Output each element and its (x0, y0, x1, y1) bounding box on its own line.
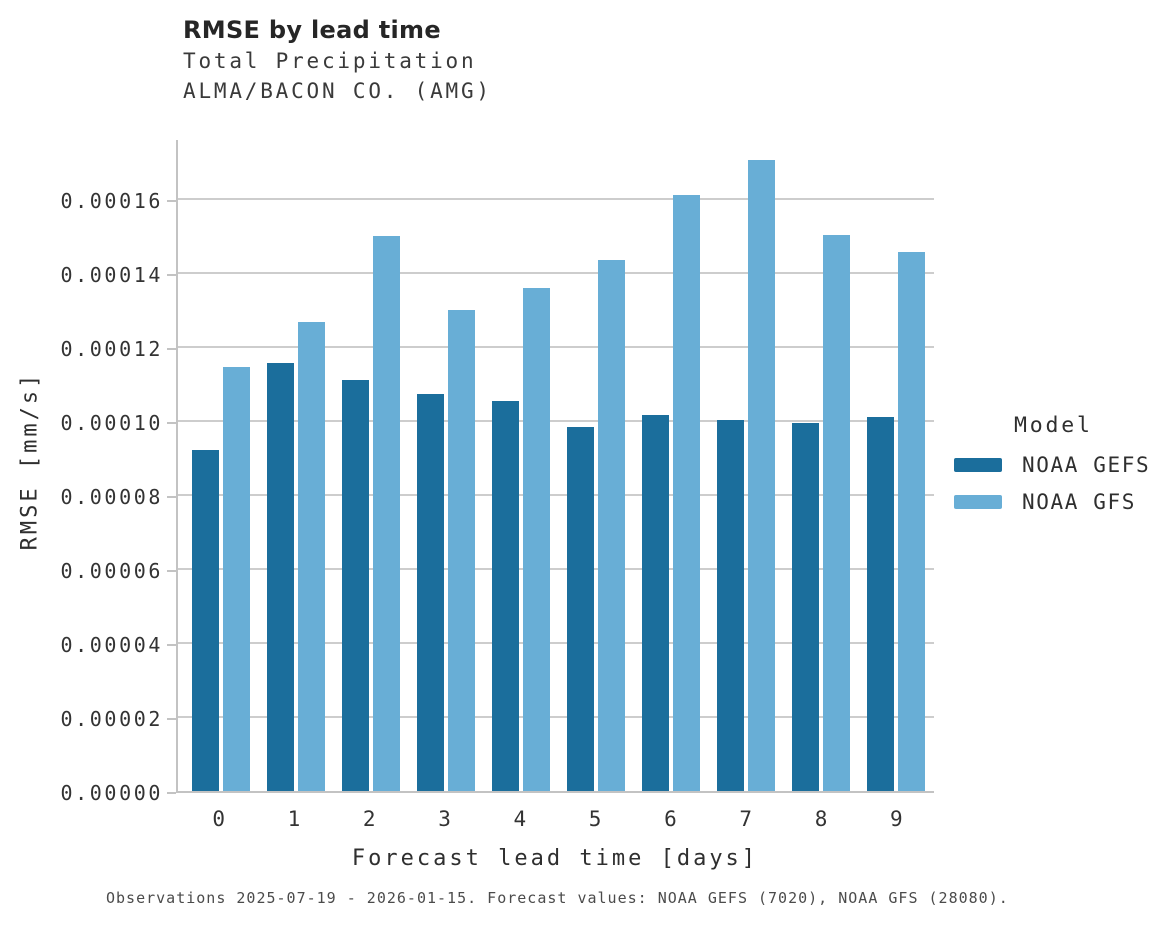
gridline (178, 420, 934, 422)
legend-label-noaa-gfs: NOAA GFS (1022, 490, 1136, 514)
bar-group-lead-4 (483, 140, 558, 791)
y-tick (167, 644, 176, 646)
gridline (178, 494, 934, 496)
x-axis-title: Forecast lead time [days] (351, 846, 759, 871)
y-tick-label: 0.00016 (60, 189, 163, 213)
chart-subtitle-variable: Total Precipitation (183, 49, 477, 73)
legend-label-noaa-gefs: NOAA GEFS (1022, 453, 1151, 477)
x-tick-label: 0 (212, 807, 225, 831)
gridline (178, 346, 934, 348)
title-block: RMSE by lead time Total Precipitation AL… (183, 14, 492, 106)
y-tick (167, 718, 176, 720)
x-tick-label: 6 (664, 807, 677, 831)
bar-row (178, 140, 934, 791)
x-tick-label: 3 (438, 807, 451, 831)
bar-noaa-gfs-lead-9 (898, 252, 926, 791)
y-tick (167, 422, 176, 424)
y-tick-label: 0.00014 (60, 263, 163, 287)
y-tick (167, 274, 176, 276)
bar-noaa-gfs-lead-3 (447, 310, 475, 791)
bar-group-lead-0 (183, 140, 258, 791)
bar-noaa-gfs-lead-6 (673, 195, 701, 791)
y-axis-title: RMSE [mm/s] (17, 371, 43, 551)
y-tick (167, 348, 176, 350)
x-tick-label: 8 (814, 807, 828, 831)
bar-noaa-gefs-lead-4 (491, 401, 519, 791)
bar-group-lead-5 (558, 140, 633, 791)
bar-noaa-gefs-lead-0 (191, 450, 219, 791)
bar-noaa-gefs-lead-6 (642, 415, 670, 791)
plot-area (176, 140, 934, 793)
gridline (178, 272, 934, 274)
bar-noaa-gfs-lead-8 (823, 235, 851, 791)
y-tick (167, 200, 176, 202)
bar-noaa-gefs-lead-5 (567, 427, 595, 791)
y-tick-label: 0.00004 (60, 633, 163, 657)
bar-noaa-gfs-lead-4 (522, 288, 550, 791)
bar-group-lead-2 (333, 140, 408, 791)
chart-subtitle-station: ALMA/BACON CO. (AMG) (183, 79, 492, 103)
gridline (178, 568, 934, 570)
bar-group-lead-9 (859, 140, 934, 791)
y-tick (167, 792, 176, 794)
y-tick-label: 0.00008 (60, 485, 163, 509)
y-tick-label: 0.00000 (60, 781, 163, 805)
caption: Observations 2025-07-19 - 2026-01-15. Fo… (106, 889, 1009, 907)
gridline (178, 716, 934, 718)
legend-item-noaa-gfs: NOAA GFS (954, 490, 1150, 514)
y-tick-label: 0.00002 (60, 707, 163, 731)
x-tick-label: 1 (287, 807, 301, 831)
bar-noaa-gefs-lead-7 (717, 420, 745, 791)
bar-noaa-gfs-lead-5 (598, 260, 626, 791)
bar-group-lead-6 (634, 140, 709, 791)
bar-noaa-gefs-lead-1 (266, 363, 294, 791)
legend: Model NOAA GEFS NOAA GFS (954, 412, 1150, 514)
y-tick (167, 570, 176, 572)
y-tick (167, 496, 176, 498)
y-tick-label: 0.00006 (60, 559, 163, 583)
x-tick-label: 5 (588, 807, 602, 831)
x-tick-label: 4 (513, 807, 527, 831)
bar-noaa-gefs-lead-9 (867, 417, 895, 791)
gridline (178, 198, 934, 200)
bar-noaa-gefs-lead-2 (341, 380, 369, 791)
bar-group-lead-7 (709, 140, 784, 791)
bar-group-lead-8 (784, 140, 859, 791)
bar-noaa-gefs-lead-3 (416, 394, 444, 791)
bar-group-lead-3 (408, 140, 483, 791)
legend-swatch-noaa-gfs (954, 495, 1002, 509)
bar-group-lead-1 (258, 140, 333, 791)
y-tick-label: 0.00010 (60, 411, 163, 435)
bar-noaa-gfs-lead-2 (372, 236, 400, 791)
bar-noaa-gfs-lead-7 (748, 160, 776, 791)
chart-title: RMSE by lead time (183, 16, 441, 44)
y-tick-label: 0.00012 (60, 337, 163, 361)
legend-swatch-noaa-gefs (954, 458, 1002, 472)
gridline (178, 642, 934, 644)
x-tick-label: 7 (739, 807, 753, 831)
x-axis-tick-labels: 0 1 2 3 4 5 6 7 8 9 (176, 806, 934, 832)
legend-title: Model (1014, 413, 1093, 438)
bar-noaa-gfs-lead-1 (297, 322, 325, 791)
x-tick-label: 2 (362, 807, 376, 831)
bar-noaa-gfs-lead-0 (222, 367, 250, 791)
x-tick-label: 9 (889, 807, 903, 831)
legend-item-noaa-gefs: NOAA GEFS (954, 453, 1150, 477)
bar-noaa-gefs-lead-8 (792, 423, 820, 791)
